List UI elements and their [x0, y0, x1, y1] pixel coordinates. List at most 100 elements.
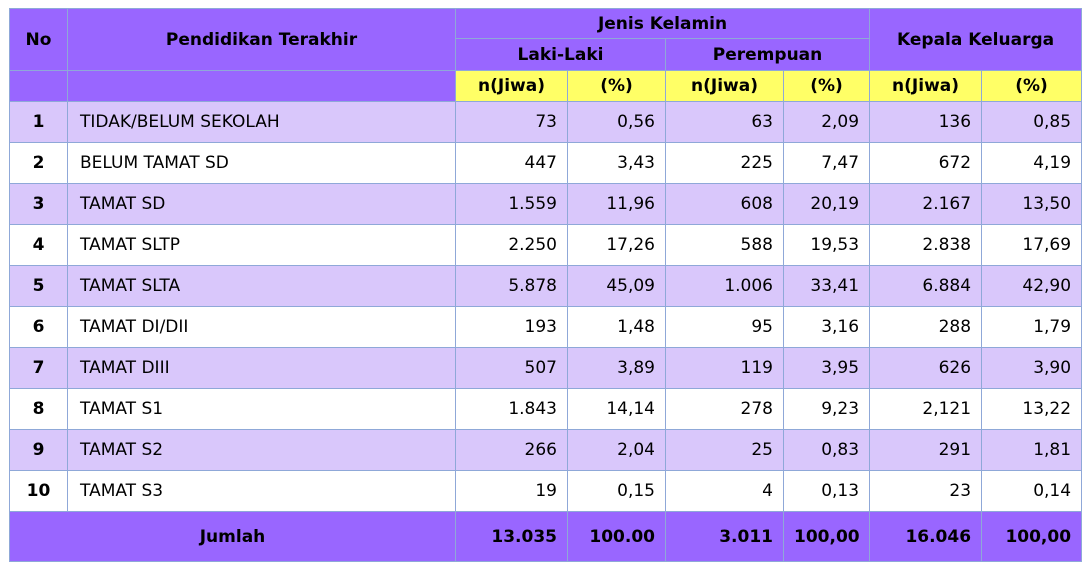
cell-perempuan-n: 588	[665, 224, 784, 266]
total-kk-p: 100,00	[981, 511, 1083, 562]
cell-kk-p: 0,14	[981, 470, 1083, 512]
row-label: TAMAT S3	[67, 470, 456, 512]
table-row: 10 TAMAT S3 19 0,15 4 0,13 23 0,14	[9, 470, 1083, 512]
cell-kk-p: 1,81	[981, 429, 1083, 471]
cell-perempuan-n: 119	[665, 347, 784, 389]
header-spacer	[9, 70, 68, 102]
cell-kk-n: 626	[869, 347, 983, 389]
cell-laki-n: 2.250	[455, 224, 568, 266]
row-no: 3	[9, 183, 68, 225]
cell-kk-n: 23	[869, 470, 983, 512]
cell-laki-n: 507	[455, 347, 568, 389]
row-no: 9	[9, 429, 68, 471]
cell-laki-n: 73	[455, 101, 568, 143]
header-jenis-kelamin: Jenis Kelamin	[454, 8, 871, 39]
cell-perempuan-n: 95	[665, 306, 784, 348]
cell-kk-p: 42,90	[981, 265, 1083, 307]
total-laki-p: 100.00	[567, 511, 666, 562]
sub-perempuan-p: (%)	[782, 70, 871, 102]
cell-perempuan-p: 3,95	[782, 347, 871, 389]
table-row: 4 TAMAT SLTP 2.250 17,26 588 19,53 2.838…	[9, 224, 1083, 266]
cell-perempuan-n: 4	[665, 470, 784, 512]
row-no: 6	[9, 306, 68, 348]
cell-kk-p: 3,90	[981, 347, 1083, 389]
sub-laki-p: (%)	[567, 70, 666, 102]
table-row: 5 TAMAT SLTA 5.878 45,09 1.006 33,41 6.8…	[9, 265, 1083, 307]
cell-laki-p: 45,09	[567, 265, 666, 307]
table-row: 3 TAMAT SD 1.559 11,96 608 20,19 2.167 1…	[9, 183, 1083, 225]
total-row: Jumlah 13.035 100.00 3.011 100,00 16.046…	[9, 511, 1083, 562]
cell-perempuan-n: 278	[665, 388, 784, 430]
cell-kk-n: 2.838	[869, 224, 983, 266]
row-label: TAMAT DIII	[67, 347, 456, 389]
education-table: No Pendidikan Terakhir Jenis Kelamin Kep…	[9, 8, 1083, 562]
cell-perempuan-p: 0,83	[782, 429, 871, 471]
cell-kk-n: 6.884	[869, 265, 983, 307]
row-no: 2	[9, 142, 68, 184]
cell-perempuan-p: 19,53	[782, 224, 871, 266]
cell-perempuan-n: 608	[665, 183, 784, 225]
cell-kk-p: 0,85	[981, 101, 1083, 143]
cell-laki-n: 1.843	[455, 388, 568, 430]
row-label: TAMAT SLTA	[67, 265, 456, 307]
cell-laki-p: 3,89	[567, 347, 666, 389]
cell-laki-n: 5.878	[455, 265, 568, 307]
cell-laki-n: 193	[455, 306, 568, 348]
total-perempuan-p: 100,00	[782, 511, 871, 562]
cell-kk-p: 1,79	[981, 306, 1083, 348]
cell-perempuan-n: 1.006	[665, 265, 784, 307]
cell-kk-p: 17,69	[981, 224, 1083, 266]
row-label: TIDAK/BELUM SEKOLAH	[67, 101, 456, 143]
header-laki: Laki-Laki	[455, 38, 666, 71]
cell-laki-p: 0,15	[567, 470, 666, 512]
table-row: 6 TAMAT DI/DII 193 1,48 95 3,16 288 1,79	[9, 306, 1083, 348]
cell-laki-p: 17,26	[567, 224, 666, 266]
row-no: 5	[9, 265, 68, 307]
cell-laki-n: 1.559	[455, 183, 568, 225]
header-no: No	[9, 8, 68, 71]
cell-kk-n: 291	[869, 429, 983, 471]
cell-perempuan-n: 63	[665, 101, 784, 143]
sub-laki-n: n(Jiwa)	[455, 70, 568, 102]
cell-laki-n: 266	[455, 429, 568, 471]
cell-kk-n: 672	[869, 142, 983, 184]
cell-laki-n: 19	[455, 470, 568, 512]
sub-kk-p: (%)	[981, 70, 1083, 102]
cell-perempuan-n: 25	[665, 429, 784, 471]
sub-kk-n: n(Jiwa)	[869, 70, 983, 102]
cell-perempuan-n: 225	[665, 142, 784, 184]
row-label: TAMAT SD	[67, 183, 456, 225]
total-kk-n: 16.046	[869, 511, 983, 562]
header-pendidikan: Pendidikan Terakhir	[67, 8, 456, 71]
cell-laki-p: 0,56	[567, 101, 666, 143]
header-perempuan: Perempuan	[664, 38, 871, 71]
row-label: TAMAT S2	[67, 429, 456, 471]
row-label: TAMAT SLTP	[67, 224, 456, 266]
cell-kk-n: 2.167	[869, 183, 983, 225]
row-no: 4	[9, 224, 68, 266]
total-label: Jumlah	[9, 511, 456, 562]
cell-perempuan-p: 3,16	[782, 306, 871, 348]
sub-perempuan-n: n(Jiwa)	[665, 70, 784, 102]
row-no: 8	[9, 388, 68, 430]
header-kepala-keluarga: Kepala Keluarga	[869, 8, 1083, 71]
total-perempuan-n: 3.011	[665, 511, 784, 562]
table-row: 7 TAMAT DIII 507 3,89 119 3,95 626 3,90	[9, 347, 1083, 389]
cell-laki-p: 1,48	[567, 306, 666, 348]
cell-laki-p: 14,14	[567, 388, 666, 430]
cell-kk-n: 2,121	[869, 388, 983, 430]
row-label: TAMAT S1	[67, 388, 456, 430]
row-no: 1	[9, 101, 68, 143]
table-row: 9 TAMAT S2 266 2,04 25 0,83 291 1,81	[9, 429, 1083, 471]
cell-laki-p: 2,04	[567, 429, 666, 471]
cell-perempuan-p: 20,19	[782, 183, 871, 225]
row-no: 7	[9, 347, 68, 389]
cell-perempuan-p: 7,47	[782, 142, 871, 184]
header-spacer	[67, 70, 456, 102]
cell-laki-p: 11,96	[567, 183, 666, 225]
row-label: TAMAT DI/DII	[67, 306, 456, 348]
table-row: 2 BELUM TAMAT SD 447 3,43 225 7,47 672 4…	[9, 142, 1083, 184]
total-laki-n: 13.035	[455, 511, 568, 562]
table-row: 1 TIDAK/BELUM SEKOLAH 73 0,56 63 2,09 13…	[9, 101, 1083, 143]
cell-kk-n: 288	[869, 306, 983, 348]
